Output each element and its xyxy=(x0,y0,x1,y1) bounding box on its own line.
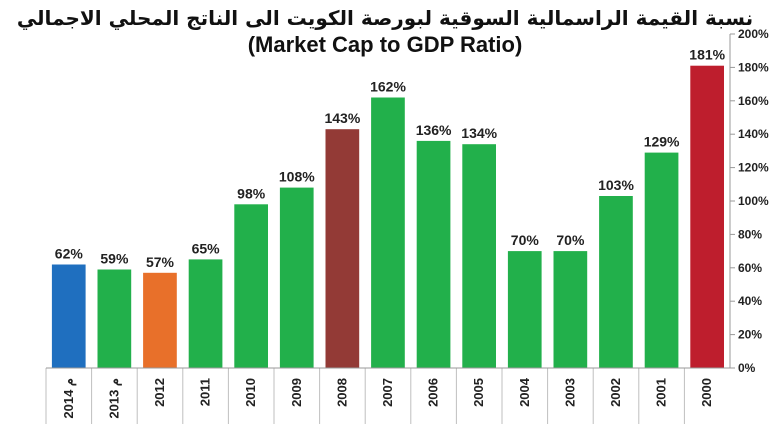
data-label-3: 65% xyxy=(192,240,221,256)
y-tick-label-4: 80% xyxy=(738,227,762,241)
y-tick-label-5: 100% xyxy=(738,194,769,208)
data-label-9: 134% xyxy=(461,125,497,141)
data-label-2: 57% xyxy=(146,254,175,270)
data-label-11: 70% xyxy=(556,232,585,248)
data-label-1: 59% xyxy=(100,251,129,267)
y-tick-label-10: 200% xyxy=(738,27,769,41)
bar-9 xyxy=(462,144,496,368)
x-tick-label-1: 2013 م xyxy=(106,378,122,419)
bar-14 xyxy=(690,65,724,368)
x-tick-label-10: 2004 xyxy=(517,377,532,407)
x-tick-label-14: 2000 xyxy=(699,378,714,407)
data-label-0: 62% xyxy=(55,246,84,262)
data-label-14: 181% xyxy=(689,47,725,63)
x-tick-label-2: 2012 xyxy=(152,378,167,407)
x-tick-label-5: 2009 xyxy=(289,378,304,407)
x-tick-label-7: 2007 xyxy=(380,378,395,407)
y-tick-label-7: 140% xyxy=(738,127,769,141)
bar-10 xyxy=(507,251,542,368)
y-tick-label-2: 40% xyxy=(738,294,762,308)
y-tick-label-3: 60% xyxy=(738,261,762,275)
data-label-4: 98% xyxy=(237,185,266,201)
bar-3 xyxy=(188,259,223,368)
y-tick-label-1: 20% xyxy=(738,328,762,342)
x-tick-label-8: 2006 xyxy=(426,378,441,407)
chart-subtitle: (Market Cap to GDP Ratio) xyxy=(247,32,523,57)
bar-11 xyxy=(553,251,588,368)
x-tick-label-0: 2014 م xyxy=(61,378,77,419)
x-tick-label-12: 2002 xyxy=(608,378,623,407)
bar-4 xyxy=(234,204,268,368)
data-label-13: 129% xyxy=(644,134,680,150)
bar-12 xyxy=(599,196,633,368)
data-label-5: 108% xyxy=(279,169,315,185)
chart-title-arabic: نسبة القيمة الراسمالية السوقية لبورصة ال… xyxy=(16,6,754,30)
data-label-10: 70% xyxy=(511,232,540,248)
x-tick-label-4: 2010 xyxy=(243,378,258,407)
y-tick-label-6: 120% xyxy=(738,161,769,175)
data-label-8: 136% xyxy=(416,122,452,138)
data-label-7: 162% xyxy=(370,79,406,95)
bar-8 xyxy=(416,140,451,368)
y-tick-label-8: 160% xyxy=(738,94,769,108)
y-tick-label-9: 180% xyxy=(738,60,769,74)
bar-0 xyxy=(51,264,86,368)
bar-6 xyxy=(325,129,360,368)
bar-7 xyxy=(371,97,405,368)
bar-2 xyxy=(143,272,177,368)
x-tick-label-9: 2005 xyxy=(471,378,486,407)
x-tick-label-3: 2011 xyxy=(198,378,213,406)
bar-13 xyxy=(644,152,679,368)
y-tick-label-0: 0% xyxy=(738,361,756,375)
data-label-12: 103% xyxy=(598,177,634,193)
x-tick-label-13: 2001 xyxy=(654,378,669,407)
x-tick-label-11: 2003 xyxy=(562,378,577,407)
bar-1 xyxy=(97,269,132,368)
data-label-6: 143% xyxy=(324,110,360,126)
x-tick-label-6: 2008 xyxy=(334,378,349,407)
bar-5 xyxy=(279,187,314,368)
